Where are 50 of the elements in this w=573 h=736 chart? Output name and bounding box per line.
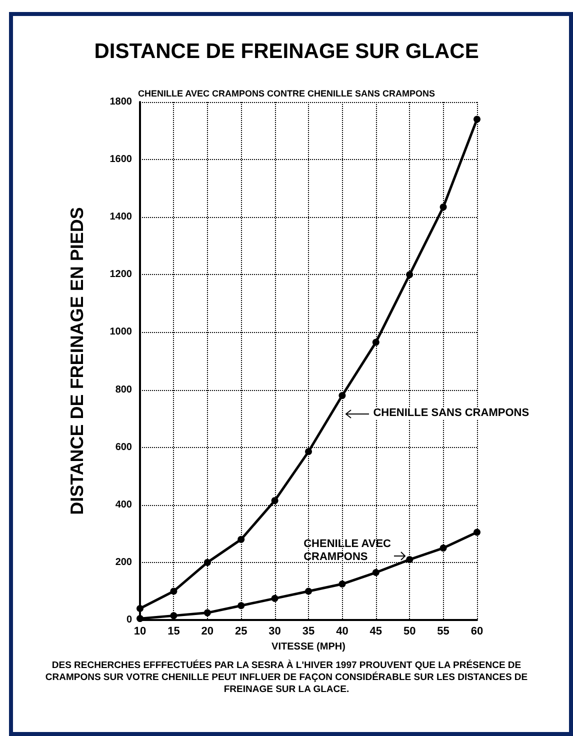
point bbox=[372, 338, 380, 346]
point bbox=[338, 580, 346, 588]
y-tick-label: 1800 bbox=[110, 96, 132, 108]
point bbox=[406, 556, 414, 564]
annotation: CHENILLE SANS CRAMPONS bbox=[372, 406, 530, 420]
chart-title: DISTANCE DE FREINAGE SUR GLACE bbox=[94, 40, 479, 63]
x-tick-label: 50 bbox=[403, 626, 416, 638]
x-tick-label: 35 bbox=[302, 626, 315, 638]
point bbox=[440, 544, 447, 552]
point bbox=[136, 604, 144, 612]
point bbox=[474, 116, 480, 123]
y-tick-label: 0 bbox=[126, 614, 132, 626]
point bbox=[170, 588, 178, 595]
x-tick-label: 55 bbox=[437, 626, 450, 638]
x-tick-label: 45 bbox=[370, 626, 382, 638]
point bbox=[305, 448, 312, 456]
point bbox=[474, 528, 480, 536]
point bbox=[440, 204, 447, 211]
point bbox=[238, 602, 245, 610]
annotation: CHENILLE AVEC CRAMPONS bbox=[302, 538, 392, 564]
y-tick-label: 800 bbox=[115, 384, 132, 396]
point bbox=[305, 588, 312, 595]
x-tick-label: 30 bbox=[268, 626, 281, 638]
x-tick-label: 15 bbox=[168, 626, 180, 638]
y-tick-label: 400 bbox=[115, 499, 132, 510]
x-tick-label: 40 bbox=[336, 626, 348, 638]
point bbox=[406, 271, 414, 278]
point bbox=[338, 392, 346, 400]
x-axis-title: VITESSE (MPH) bbox=[272, 642, 346, 652]
text: DES RECHERCHES EFFFECTUÉES PAR LA SESRA À L'HIVER 1997 PROUVENT QUE LA PRÉSENCE DE CRAMPONS SUR VOTRE CHENILLE PEUT INFLUER DE FAÇON CONSIDÉRABLE SUR LES DISTANCES DE FREINAGE SUR LA GLACE. bbox=[44, 660, 529, 696]
y-tick-label: 200 bbox=[115, 556, 132, 568]
y-tick-label: 1000 bbox=[110, 326, 132, 338]
x-tick-label: 10 bbox=[134, 626, 146, 638]
y-tick-label: 1200 bbox=[110, 269, 132, 280]
point bbox=[136, 615, 144, 622]
x-tick-label: 25 bbox=[234, 626, 248, 638]
x-tick-label: 20 bbox=[201, 626, 214, 638]
x-tick-label: 60 bbox=[470, 626, 484, 638]
y-tick-label: 1600 bbox=[110, 154, 132, 166]
point bbox=[271, 497, 278, 504]
y-tick-label: 600 bbox=[115, 442, 132, 453]
chart-subtitle: CHENILLE AVEC CRAMPONS CONTRE CHENILLE SANS CRAMPONS bbox=[138, 88, 436, 98]
point bbox=[170, 612, 178, 620]
y-axis-title: DISTANCE DE FREINAGE EN PIEDS bbox=[67, 207, 87, 515]
point bbox=[238, 536, 245, 543]
point bbox=[204, 558, 211, 566]
point bbox=[372, 569, 380, 576]
point bbox=[204, 609, 211, 616]
y-tick-label: 1400 bbox=[110, 212, 132, 223]
point bbox=[271, 594, 278, 602]
